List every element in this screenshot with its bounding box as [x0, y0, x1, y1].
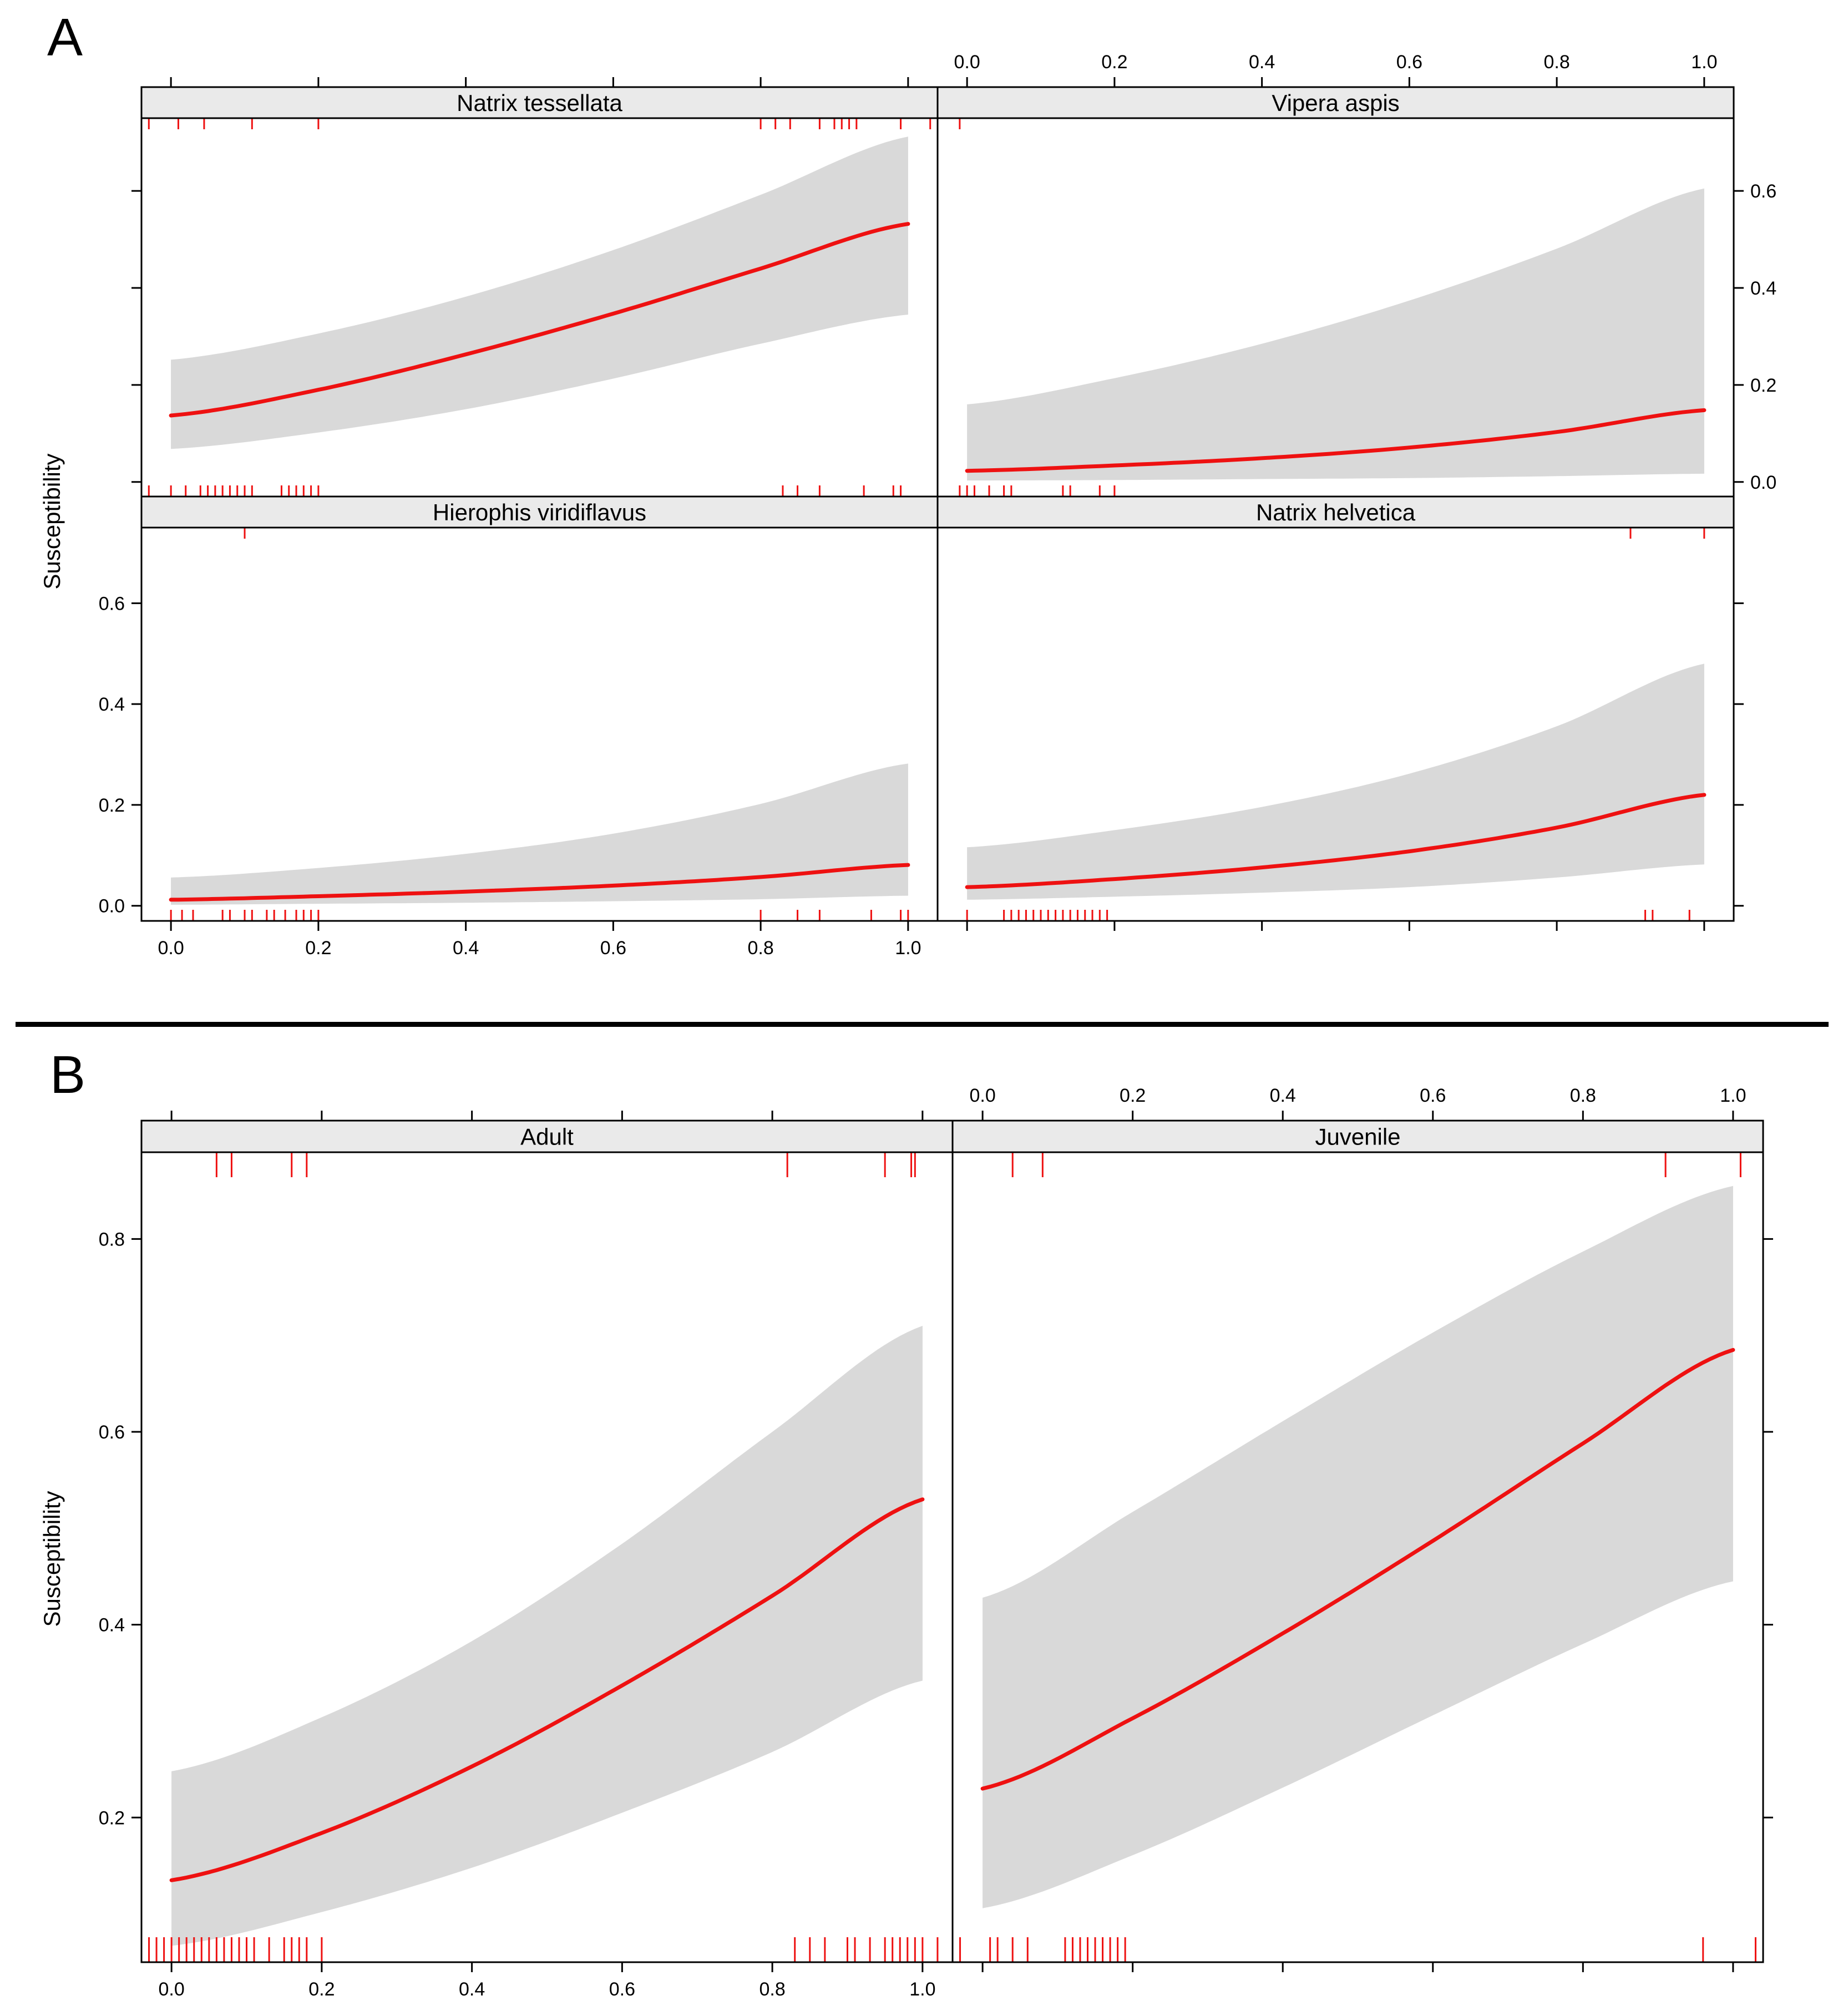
strip-label-hierophis-viridiflavus: Hierophis viridiflavus — [433, 499, 646, 525]
x-tick-label-top: 0.0 — [969, 1085, 995, 1106]
strip-hierophis-viridiflavus — [140, 495, 939, 529]
confidence-band-natrix-helvetica — [967, 663, 1704, 900]
x-tick-label-bottom: 0.6 — [600, 938, 626, 959]
panel-border-juvenile — [951, 1151, 1764, 1963]
strip-label-natrix-helvetica: Natrix helvetica — [1256, 499, 1416, 525]
fit-line-natrix-helvetica — [965, 793, 1707, 889]
y-tick-label-left: 0.6 — [99, 1422, 125, 1443]
x-tick-label-bottom: 0.0 — [158, 938, 184, 959]
x-tick-label-top: 0.4 — [1270, 1085, 1296, 1106]
x-tick-label-bottom: 1.0 — [895, 938, 921, 959]
y-axis-title-b: Susceptibility — [39, 1491, 65, 1627]
fit-line-hierophis-viridiflavus — [169, 863, 910, 902]
x-tick-label-bottom: 0.8 — [759, 1979, 785, 2000]
x-tick-label-bottom: 0.4 — [453, 938, 479, 959]
confidence-band-adult — [171, 1325, 923, 1946]
confidence-band-hierophis-viridiflavus — [171, 763, 908, 905]
x-tick-label-bottom: 0.4 — [459, 1979, 485, 2000]
y-tick-label-right: 0.0 — [1750, 472, 1776, 493]
x-tick-label-top: 0.6 — [1396, 52, 1422, 73]
section-divider — [16, 1022, 1829, 1027]
x-tick-label-top: 0.4 — [1249, 52, 1275, 73]
x-tick-label-bottom: 0.8 — [747, 938, 773, 959]
x-tick-label-bottom: 0.2 — [305, 938, 331, 959]
x-tick-label-top: 1.0 — [1720, 1085, 1746, 1106]
y-tick-label-left: 0.0 — [99, 896, 125, 917]
chart-b: Adult 0.0 0.2 0.4 0.6 0.8 1.0 0.2 0.4 0.6 0.8 Juven… — [99, 1085, 1773, 2000]
chart-a: Hierophis viridiflavus 0.0 0.2 0.4 0.6 0.8 1.0… — [99, 52, 1777, 959]
y-tick-label-right: 0.6 — [1750, 181, 1776, 202]
strip-adult — [140, 1120, 954, 1153]
y-tick-label-left: 0.6 — [99, 593, 125, 614]
y-tick-label-left: 0.2 — [99, 1807, 125, 1828]
x-tick-label-top: 0.8 — [1570, 1085, 1596, 1106]
x-tick-label-bottom: 0.6 — [609, 1979, 635, 2000]
x-tick-label-top: 0.8 — [1543, 52, 1569, 73]
panel-border-vipera-aspis — [936, 117, 1735, 498]
panel-label-b: B — [50, 1045, 85, 1105]
y-tick-label-left: 0.8 — [99, 1229, 125, 1250]
x-tick-label-top: 0.2 — [1120, 1085, 1146, 1106]
fit-line-vipera-aspis — [965, 408, 1707, 473]
y-tick-label-right: 0.2 — [1750, 375, 1776, 396]
confidence-band-natrix-tessellata — [171, 136, 908, 449]
fit-line-juvenile — [980, 1348, 1735, 1791]
confidence-band-vipera-aspis — [967, 188, 1704, 481]
x-tick-label-top: 0.6 — [1420, 1085, 1446, 1106]
y-tick-label-left: 0.4 — [99, 694, 125, 715]
panel-border-natrix-helvetica — [936, 526, 1735, 922]
y-axis-title-a: Susceptibility — [39, 453, 65, 589]
y-tick-label-right: 0.4 — [1750, 278, 1776, 299]
strip-label-juvenile: Juvenile — [1315, 1124, 1400, 1150]
x-tick-label-bottom: 0.2 — [308, 1979, 335, 2000]
y-tick-label-left: 0.4 — [99, 1615, 125, 1636]
panel-label-a: A — [47, 8, 83, 67]
x-tick-label-bottom: 1.0 — [909, 1979, 935, 2000]
x-tick-label-bottom: 0.0 — [159, 1979, 185, 2000]
x-tick-label-top: 1.0 — [1691, 52, 1717, 73]
strip-label-vipera-aspis: Vipera aspis — [1272, 90, 1399, 116]
fit-line-adult — [169, 1497, 925, 1882]
fit-line-natrix-tessellata — [169, 222, 910, 418]
x-tick-label-top: 0.2 — [1101, 52, 1127, 73]
confidence-band-juvenile — [983, 1186, 1733, 1908]
strip-label-adult: Adult — [520, 1124, 574, 1150]
strip-label-natrix-tessellata: Natrix tessellata — [457, 90, 622, 116]
y-tick-label-left: 0.2 — [99, 795, 125, 816]
x-tick-label-top: 0.0 — [954, 52, 980, 73]
